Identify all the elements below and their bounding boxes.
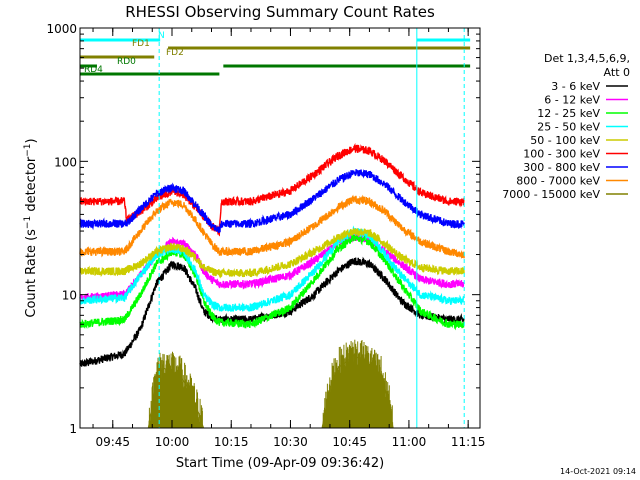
x-tick-label: 10:45 [332, 435, 367, 449]
axes-group: 1 10 100 1000 09:45 10:00 10:15 10:30 10:45 11:00… [46, 22, 485, 449]
series-line-7000-15000 [80, 354, 465, 429]
legend-header-line2: Att 0 [604, 66, 630, 79]
vlines-group [79, 28, 465, 428]
status-bar-label-fd1: FD1 [132, 39, 150, 49]
y-tick-label: 1000 [46, 22, 77, 36]
series-line-25-50 [79, 225, 465, 313]
legend-label-7000-15000: 7000 - 15000 keV [502, 188, 600, 201]
legend-label-800-7000: 800 - 7000 keV [516, 175, 600, 188]
series-line-12-25 [79, 234, 465, 331]
x-tick-label: 11:00 [392, 435, 427, 449]
status-bar-label-rd4: RD4 [84, 65, 103, 75]
y-axis-label-sup2: −1 [23, 143, 33, 156]
legend-label-3-6: 3 - 6 keV [551, 80, 600, 93]
legend-header-line1: Det 1,3,4,5,6,9, [544, 52, 630, 65]
x-tick-label: 10:30 [273, 435, 308, 449]
x-axis-label: Start Time (09-Apr-09 09:36:42) [176, 456, 384, 471]
plot-frame [79, 27, 481, 429]
status-bar-label-fd2: FD2 [166, 48, 184, 58]
y-tick-label: 1 [69, 422, 77, 436]
y-axis-label-post: ) [24, 138, 39, 143]
status-bar-label-rd0: RD0 [117, 57, 136, 67]
status-bar-label-n: N [158, 31, 165, 41]
bars-group: N FD1 FD2 RD0 RD4 [80, 31, 471, 76]
y-axis-label-sup1: −1 [23, 216, 33, 229]
timestamp: 14-Oct-2021 09:14 [560, 467, 636, 476]
y-axis-label: Count Rate (s−1 detector−1) [23, 138, 39, 317]
series-line-50-100 [79, 228, 465, 279]
legend-label-50-100: 50 - 100 keV [530, 134, 600, 147]
legend-label-300-800: 300 - 800 keV [523, 161, 600, 174]
legend-label-12-25: 12 - 25 keV [537, 107, 600, 120]
series-line-800-7000 [79, 194, 465, 260]
y-axis-label-pre: Count Rate (s [24, 229, 39, 318]
x-tick-label: 09:45 [95, 435, 130, 449]
y-tick-label: 100 [54, 155, 77, 169]
y-axis-label-mid: detector [24, 156, 39, 216]
series-group [79, 142, 465, 429]
legend-label-25-50: 25 - 50 keV [537, 121, 600, 134]
y-tick-label: 10 [62, 289, 77, 303]
x-tick-label: 11:15 [451, 435, 486, 449]
legend-label-6-12: 6 - 12 keV [544, 94, 600, 107]
legend-label-100-300: 100 - 300 keV [523, 148, 600, 161]
x-tick-label: 10:15 [214, 435, 249, 449]
chart-title: RHESSI Observing Summary Count Rates [125, 3, 435, 21]
x-tick-label: 10:00 [155, 435, 190, 449]
series-line-300-800 [79, 169, 465, 233]
